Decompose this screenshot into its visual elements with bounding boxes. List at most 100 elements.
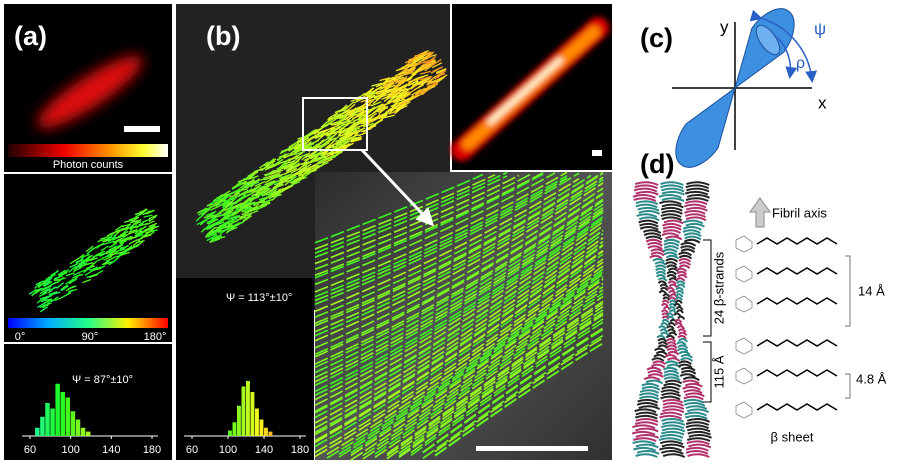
- strand: [650, 256, 662, 259]
- histogram-annotation: Ψ = 87°±10°: [72, 374, 133, 386]
- strand: [665, 355, 676, 358]
- side-chain: [736, 368, 752, 384]
- histogram-bar: [260, 420, 264, 437]
- strand: [687, 409, 708, 412]
- strand: [659, 281, 667, 284]
- x-tick-label: 180: [143, 444, 161, 456]
- scale-bar: [592, 150, 602, 156]
- psi-label: ψ: [814, 19, 826, 38]
- strand: [636, 454, 658, 457]
- panel-label: (c): [640, 23, 673, 53]
- strand: [681, 358, 693, 361]
- x-tick-label: 180: [291, 444, 309, 456]
- histogram-bar: [228, 431, 232, 437]
- strand: [661, 333, 669, 336]
- histogram-bar: [55, 384, 59, 436]
- colorbar: [8, 144, 168, 157]
- strand: [662, 409, 683, 412]
- strand: [636, 429, 659, 432]
- strand: [677, 291, 684, 294]
- fibril-model: [632, 182, 711, 457]
- spacing-label: 14 Å: [858, 283, 885, 298]
- beta-sheet: [736, 236, 837, 418]
- histogram-bar: [86, 432, 90, 436]
- strand: [636, 192, 659, 195]
- strand: [685, 384, 702, 387]
- strand-zigzag: [757, 238, 837, 244]
- histogram-bar: [264, 428, 268, 436]
- strand: [679, 333, 687, 336]
- histogram-bar: [255, 409, 259, 437]
- sheet-label: β sheet: [771, 429, 814, 444]
- colorbar-label: Photon counts: [53, 159, 124, 171]
- strand-zigzag: [757, 298, 837, 304]
- strand: [664, 384, 681, 387]
- axis-label: x: [818, 93, 827, 112]
- histogram-bar: [50, 409, 54, 437]
- strand-zigzag: [757, 268, 837, 274]
- strand: [686, 208, 707, 211]
- scale-bar: [476, 446, 588, 451]
- histogram-bar: [76, 420, 80, 437]
- cone: [676, 88, 735, 167]
- length-label: 115 Å: [711, 355, 726, 388]
- histogram-bar: [66, 398, 70, 437]
- side-chain: [736, 402, 752, 418]
- strand: [679, 365, 692, 368]
- x-tick-label: 60: [24, 444, 36, 456]
- panel-label: (b): [206, 21, 240, 51]
- axis-label: y: [720, 17, 729, 36]
- scale-bar: [124, 126, 160, 132]
- x-tick-label: 140: [255, 444, 273, 456]
- fibril-axis-arrow: [750, 198, 770, 227]
- fibril-axis-label: Fibril axis: [772, 205, 827, 220]
- side-chain: [736, 266, 752, 282]
- strand: [662, 233, 679, 236]
- strand: [678, 317, 684, 320]
- x-tick-label: 140: [102, 444, 120, 456]
- x-tick-label: 60: [186, 444, 198, 456]
- strand: [686, 217, 706, 220]
- rho-label: ρ: [796, 55, 805, 72]
- strand: [680, 374, 695, 377]
- strand: [688, 454, 710, 457]
- strand: [636, 445, 658, 448]
- panel-label: (d): [640, 149, 674, 179]
- x-tick-label: 100: [219, 444, 237, 456]
- strands-label: 24 β-strands: [711, 251, 726, 324]
- figure: Photon counts (a) 0° 90° 180° Ψ = 87°±10…: [0, 0, 904, 463]
- panel-label: (a): [14, 21, 47, 51]
- histogram-bar: [269, 432, 273, 436]
- histogram-bar: [45, 403, 49, 436]
- strand-zigzag: [757, 404, 837, 410]
- strand-zigzag: [757, 370, 837, 376]
- x-tick-label: 100: [61, 444, 79, 456]
- angle-colorbar: [8, 318, 168, 328]
- strand: [639, 211, 660, 214]
- strand: [664, 221, 683, 224]
- angle-tick: 180°: [144, 331, 167, 343]
- strand: [668, 358, 680, 361]
- strand: [635, 422, 657, 425]
- strand: [662, 192, 685, 195]
- histogram-bar: [237, 406, 241, 436]
- strand: [688, 445, 710, 448]
- page: Photon counts (a) 0° 90° 180° Ψ = 87°±10…: [0, 0, 904, 463]
- side-chain: [736, 296, 752, 312]
- side-chain: [736, 338, 752, 354]
- panel-a-histogram: [4, 344, 172, 460]
- strand: [636, 435, 659, 438]
- bracket: [845, 256, 850, 398]
- spacing-label: 4.8 Å: [856, 371, 887, 386]
- histogram-bar: [81, 428, 85, 436]
- strand: [662, 198, 684, 201]
- side-chain: [736, 236, 752, 252]
- strand: [663, 297, 669, 300]
- histogram-bar: [251, 392, 255, 436]
- strand: [663, 454, 685, 457]
- histogram-bar: [242, 387, 246, 437]
- strand: [651, 253, 664, 256]
- histogram-bar: [233, 422, 237, 436]
- angle-tick: 0°: [15, 331, 26, 343]
- histogram-bar: [35, 428, 39, 436]
